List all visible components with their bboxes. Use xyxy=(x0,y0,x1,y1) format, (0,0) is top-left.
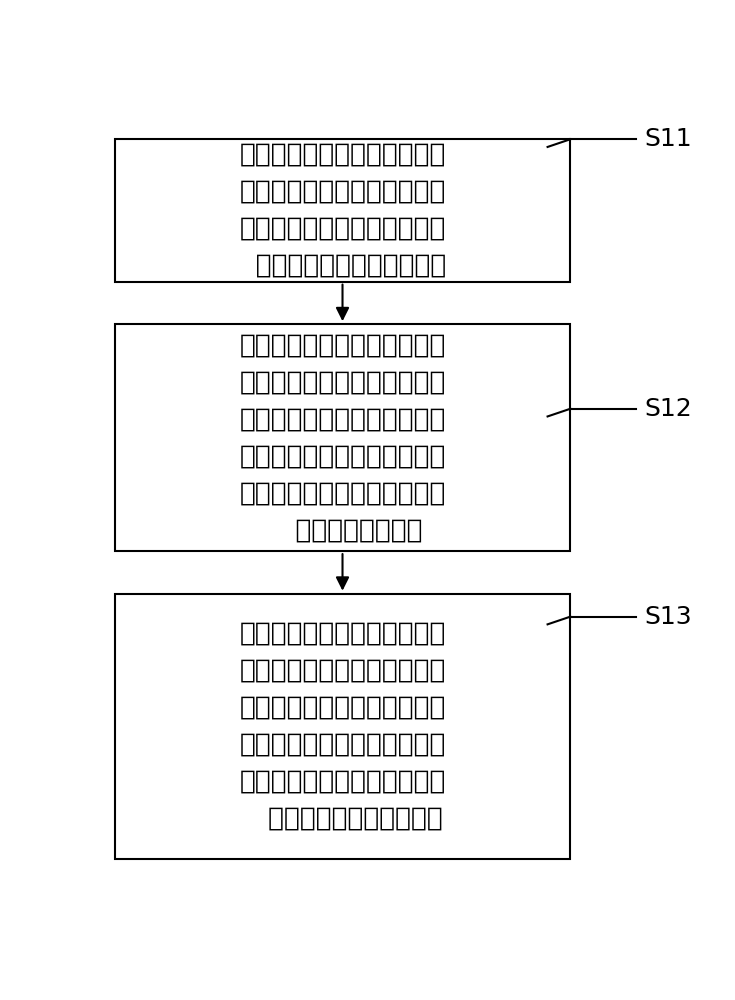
Text: 构建虚拟执行平台，根据所述
第一列表文件、所述控制流图
和所述数据依赖图提取执行路
径，实现对动态内存分配造成
的内存泄露以及程序运行时的
   内存访问越界的: 构建虚拟执行平台，根据所述 第一列表文件、所述控制流图 和所述数据依赖图提取执行… xyxy=(240,621,445,832)
Text: 对源代码进行排查和词法分析
、语法分析以及语义分析，生
成控制流图、数据依赖图、第
  一列表文件和第二列表文件: 对源代码进行排查和词法分析 、语法分析以及语义分析，生 成控制流图、数据依赖图、… xyxy=(239,142,446,279)
Text: 根据所述控制流图构建所述源
代码的全局函数调用图，根据
所述全局函数调用图、所述第
二列表文件和所述数据依赖图
，对所述源代码进行动态内存
    分配的匹配性: 根据所述控制流图构建所述源 代码的全局函数调用图，根据 所述全局函数调用图、所述… xyxy=(240,332,445,543)
Text: S12: S12 xyxy=(645,397,692,421)
Bar xyxy=(115,594,570,859)
Text: S11: S11 xyxy=(645,127,692,151)
Bar xyxy=(115,139,570,282)
Text: S13: S13 xyxy=(645,605,692,629)
Bar xyxy=(115,324,570,551)
